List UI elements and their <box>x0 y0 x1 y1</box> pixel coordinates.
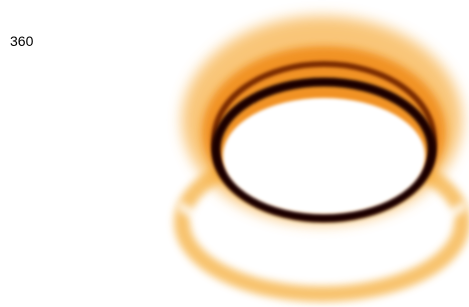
ring-image <box>178 16 466 294</box>
page: 360 (() => { const data = JSON.parse(doc… <box>0 0 469 307</box>
screen: 360 <box>0 0 469 307</box>
label: 360 <box>10 33 34 49</box>
